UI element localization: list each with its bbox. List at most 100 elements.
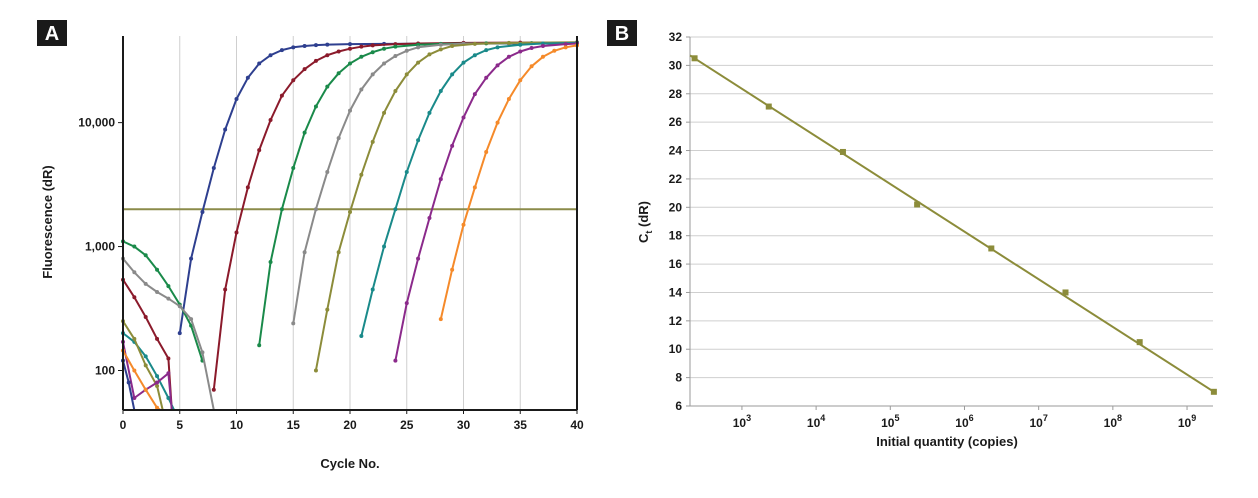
data-point [234,230,239,235]
data-point [348,46,352,51]
x-tick-label: 103 [733,413,751,430]
data-point [279,48,284,53]
data-point [143,354,148,359]
panel-a-label-box [37,20,67,46]
data-point [200,210,205,215]
data-point [393,44,398,49]
x-tick-exponent: 6 [969,413,974,423]
data-point [268,53,273,58]
data-point [472,53,477,58]
data-point [495,45,500,50]
data-point [155,383,160,388]
data-point [166,356,171,361]
data-point [370,43,375,48]
data-point [382,244,387,249]
data-point [438,317,443,322]
data-point [416,138,421,143]
panel-a: A 0 5 10 15 20 25 30 35 40 100 1,000 10,000 Cycle … [37,20,584,471]
data-point [450,72,455,77]
data-point [155,336,160,341]
y-tick-label: 6 [675,399,682,413]
data-point [325,84,330,89]
data-point [438,42,443,47]
panel-b-x-ticks: 103 104 105 106 107 108 109 [733,406,1196,430]
data-point [495,63,500,68]
y-tick-label: 16 [669,257,683,271]
data-point [291,321,296,326]
data-point [438,177,443,182]
data-point [472,92,477,97]
y-tick-label: 10 [669,342,683,356]
data-point [438,47,443,52]
data-point [382,61,387,66]
data-point [518,49,523,54]
data-point [529,64,534,69]
data-point [427,110,432,115]
data-point [540,54,545,59]
y-tick-label: 30 [669,58,683,72]
x-tick-label: 109 [1178,413,1196,430]
data-point [348,42,352,47]
data-point [461,115,466,120]
data-point [132,336,137,341]
standard-point [839,148,846,155]
data-point [177,304,182,309]
data-point [245,185,250,190]
x-tick-base: 10 [733,416,747,430]
amplification-curve [122,279,173,411]
data-point [484,149,489,154]
data-point [348,61,352,66]
x-tick-exponent: 4 [820,413,825,423]
x-tick-label: 40 [570,418,584,432]
data-point [416,256,421,261]
data-point [404,169,409,174]
data-point [529,46,534,51]
y-tick-label: 8 [675,371,682,385]
panel-b-grid [690,36,1213,379]
data-point [370,287,375,292]
data-point [211,166,216,171]
amplification-curve [314,41,578,371]
x-tick-base: 10 [881,416,895,430]
data-point [427,216,432,221]
amplification-curve [394,42,578,361]
panel-b-axes [689,37,1213,407]
data-point [313,207,318,212]
data-point [166,296,171,301]
data-point [472,41,477,46]
data-point [438,88,443,93]
data-point [450,143,455,148]
panel-b-points [691,55,1217,395]
data-point [189,317,194,322]
data-point [518,42,523,47]
y-tick-label: 12 [669,314,683,328]
data-point [291,45,296,50]
data-point [257,61,262,66]
data-point [506,97,511,102]
data-point [189,256,194,261]
data-point [313,58,318,63]
data-point [461,222,466,227]
y-tick-label: 10,000 [78,116,115,130]
x-tick-label: 106 [955,413,973,430]
data-point [404,48,409,53]
standard-point [765,103,772,110]
data-point [279,93,284,98]
y-tick-label: 28 [669,87,683,101]
data-point [257,148,262,153]
data-point [382,46,387,51]
data-point [211,387,216,392]
data-point [370,72,375,77]
data-point [461,60,466,65]
data-point [302,44,307,49]
data-point [472,185,477,190]
x-tick-base: 10 [807,416,821,430]
data-point [393,88,398,93]
data-point [132,270,137,275]
data-point [484,48,489,53]
panel-b-label-box [607,20,637,46]
x-tick-exponent: 7 [1043,413,1048,423]
data-point [155,289,160,294]
data-point [336,250,341,255]
x-tick-base: 10 [955,416,969,430]
